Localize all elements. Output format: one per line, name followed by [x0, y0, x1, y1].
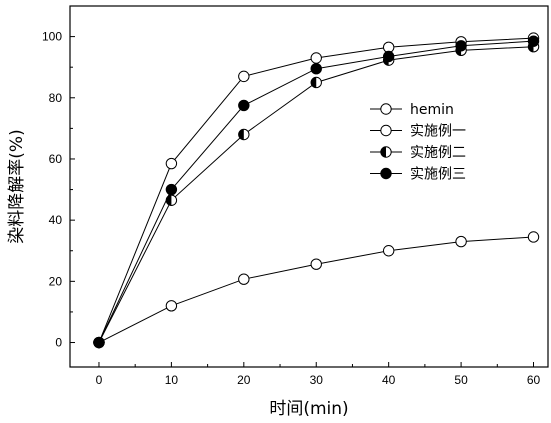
legend-label: hemin: [410, 102, 454, 118]
marker-open-circle: [528, 232, 538, 242]
legend-label: 实施例三: [410, 167, 466, 183]
legend-marker: [381, 168, 391, 178]
data-point: [239, 129, 249, 139]
marker-open-circle: [239, 71, 249, 81]
marker-half-fill: [166, 195, 171, 205]
data-point: [311, 259, 321, 269]
marker-open-circle: [383, 246, 393, 256]
data-point: [94, 337, 104, 347]
marker-open-circle: [166, 301, 176, 311]
series-3: [94, 41, 539, 347]
marker-filled-circle: [381, 168, 391, 178]
data-point: [456, 236, 466, 246]
series-layer: [94, 33, 539, 348]
marker-filled-circle: [528, 36, 538, 46]
marker-open-circle: [456, 236, 466, 246]
marker-open-circle: [381, 125, 391, 135]
legend-item: 实施例二: [370, 145, 466, 161]
x-tick-label: 30: [310, 373, 324, 387]
legend-label: 实施例一: [410, 124, 466, 140]
data-point: [239, 71, 249, 81]
x-tick-label: 60: [527, 373, 541, 387]
legend-label: 实施例二: [410, 145, 466, 161]
marker-filled-circle: [311, 64, 321, 74]
data-point: [166, 301, 176, 311]
x-axis-ticks: 0 10 20 30 40 50 60: [96, 362, 541, 387]
data-point: [383, 246, 393, 256]
legend-marker: [381, 104, 391, 114]
marker-filled-circle: [94, 337, 104, 347]
legend: hemin 实施例一实施例二实施例三: [370, 102, 466, 183]
x-tick-label: 10: [165, 373, 179, 387]
x-tick-label: 0: [96, 373, 103, 387]
data-point: [311, 53, 321, 63]
x-tick-label: 40: [382, 373, 396, 387]
marker-filled-circle: [239, 100, 249, 110]
data-point: [166, 158, 176, 168]
marker-open-circle: [381, 104, 391, 114]
data-point: [311, 64, 321, 74]
data-point: [383, 51, 393, 61]
series-line: [99, 47, 534, 343]
y-tick-label: 60: [49, 152, 63, 166]
marker-filled-circle: [456, 41, 466, 51]
series-1: [94, 232, 539, 348]
legend-item: hemin: [370, 102, 454, 118]
y-tick-label: 80: [49, 91, 63, 105]
data-point: [456, 41, 466, 51]
marker-open-circle: [311, 53, 321, 63]
y-axis-label: 染料降解率(%): [7, 129, 27, 243]
legend-marker: [381, 125, 391, 135]
x-axis-label: 时间(min): [269, 399, 348, 419]
y-tick-label: 20: [49, 274, 63, 288]
data-point: [239, 100, 249, 110]
data-point: [311, 77, 321, 87]
marker-open-circle: [239, 274, 249, 284]
marker-open-circle: [311, 259, 321, 269]
legend-marker: [381, 147, 391, 157]
marker-filled-circle: [383, 51, 393, 61]
series-line: [99, 237, 534, 343]
marker-open-circle: [166, 158, 176, 168]
y-tick-label: 0: [55, 336, 62, 350]
marker-filled-circle: [166, 184, 176, 194]
data-point: [528, 232, 538, 242]
x-tick-label: 50: [454, 373, 468, 387]
marker-half-fill: [381, 147, 386, 157]
legend-item: 实施例一: [370, 124, 466, 140]
data-point: [166, 184, 176, 194]
x-tick-label: 20: [237, 373, 251, 387]
y-tick-label: 40: [49, 213, 63, 227]
data-point: [239, 274, 249, 284]
legend-item: 实施例三: [370, 167, 466, 183]
data-point: [528, 36, 538, 46]
y-tick-label: 100: [42, 30, 62, 44]
